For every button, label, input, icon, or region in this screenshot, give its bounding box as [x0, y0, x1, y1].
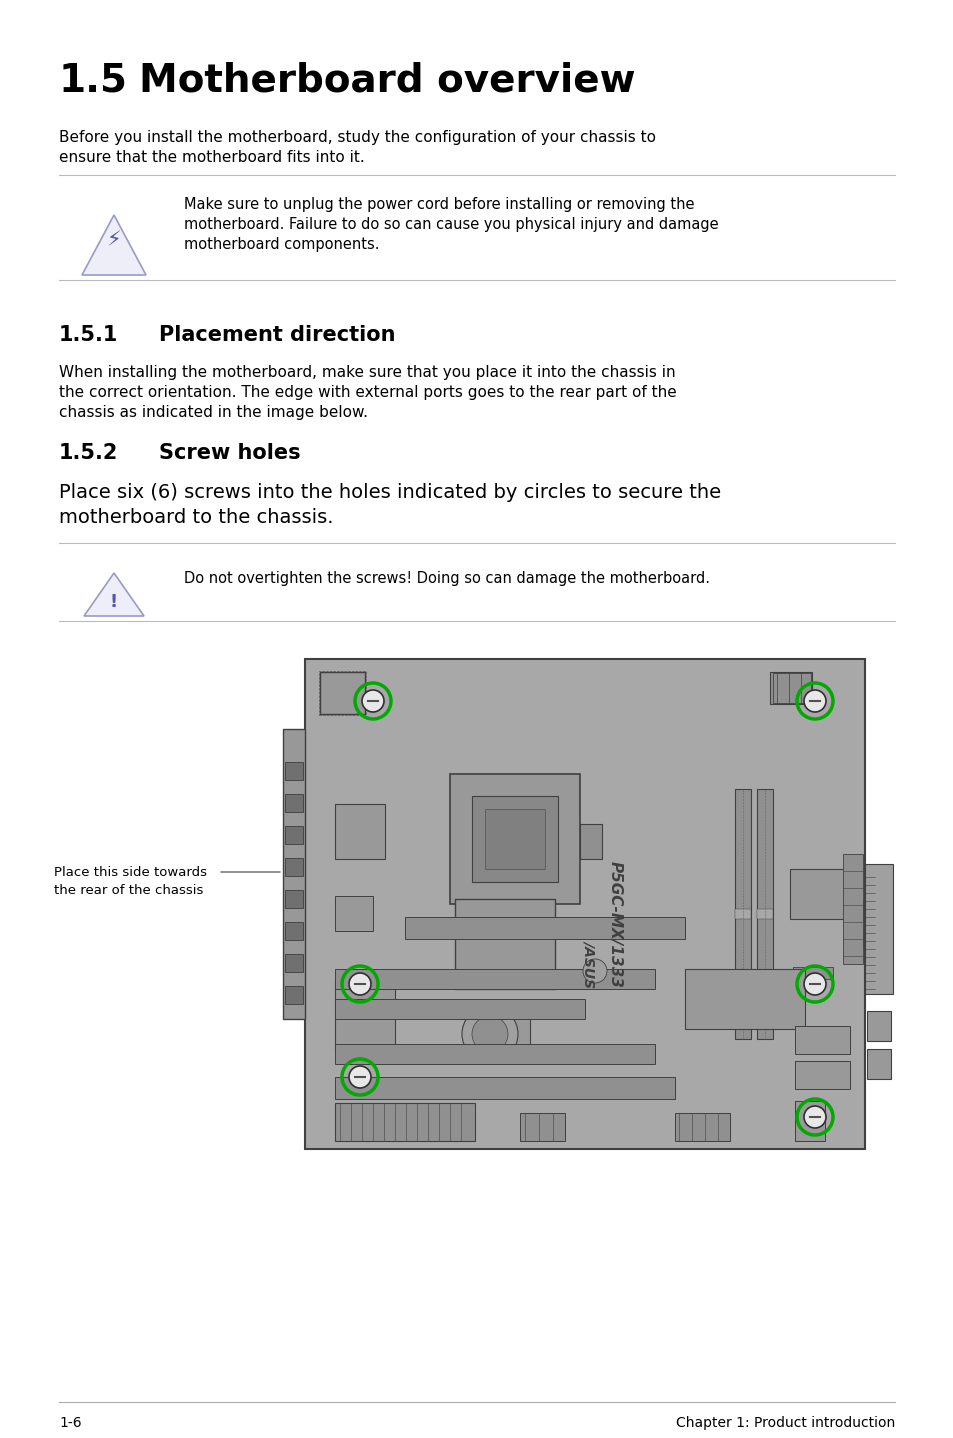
Bar — [450, 774, 579, 905]
Bar — [335, 804, 385, 858]
Text: Do not overtighten the screws! Doing so can damage the motherboard.: Do not overtighten the screws! Doing so … — [184, 571, 709, 587]
Bar — [684, 969, 804, 1030]
Bar — [335, 1044, 655, 1064]
Bar — [455, 899, 555, 989]
Bar — [319, 672, 365, 715]
Text: the rear of the chassis: the rear of the chassis — [54, 884, 203, 897]
Bar — [283, 729, 305, 1020]
Text: 1.5.2: 1.5.2 — [59, 443, 118, 463]
Bar — [285, 762, 303, 779]
Text: 1.5: 1.5 — [59, 62, 128, 101]
Circle shape — [803, 1106, 825, 1127]
Circle shape — [803, 690, 825, 712]
Bar — [285, 890, 303, 907]
Circle shape — [461, 1007, 517, 1063]
Text: Place six (6) screws into the holes indicated by circles to secure the: Place six (6) screws into the holes indi… — [59, 483, 720, 502]
Bar — [285, 794, 303, 812]
Bar — [472, 797, 558, 881]
Text: ⚡: ⚡ — [107, 230, 121, 250]
Bar — [285, 858, 303, 876]
Bar — [757, 909, 772, 919]
Bar — [305, 659, 864, 1149]
Text: Place this side towards: Place this side towards — [54, 866, 207, 879]
Bar — [318, 672, 366, 715]
Bar — [579, 824, 601, 858]
Bar — [335, 1103, 475, 1140]
Bar — [285, 922, 303, 940]
Bar — [519, 1113, 564, 1140]
Bar — [464, 1004, 530, 1058]
Bar — [794, 1102, 824, 1140]
Bar — [864, 864, 892, 994]
Bar — [866, 1011, 890, 1041]
Bar — [844, 928, 862, 949]
Text: motherboard. Failure to do so can cause you physical injury and damage: motherboard. Failure to do so can cause … — [184, 217, 718, 232]
Text: Screw holes: Screw holes — [159, 443, 300, 463]
Polygon shape — [82, 216, 146, 275]
Bar — [335, 999, 584, 1020]
Bar — [285, 825, 303, 844]
Bar — [789, 869, 844, 919]
Bar — [335, 969, 655, 989]
Bar — [844, 899, 862, 920]
Bar — [792, 966, 832, 979]
Circle shape — [472, 1017, 507, 1053]
Circle shape — [349, 974, 371, 995]
Text: Placement direction: Placement direction — [159, 325, 395, 345]
Bar — [734, 909, 750, 919]
Bar — [734, 789, 750, 1040]
Bar — [772, 673, 810, 703]
Bar — [794, 1061, 849, 1089]
Text: When installing the motherboard, make sure that you place it into the chassis in: When installing the motherboard, make su… — [59, 365, 675, 380]
Bar — [285, 986, 303, 1004]
Bar — [335, 981, 395, 1048]
Text: Make sure to unplug the power cord before installing or removing the: Make sure to unplug the power cord befor… — [184, 197, 694, 211]
Bar — [285, 953, 303, 972]
Bar — [484, 810, 544, 869]
Text: 1-6: 1-6 — [59, 1416, 82, 1429]
Bar — [769, 672, 811, 705]
Text: P5GC-MX/1333: P5GC-MX/1333 — [607, 860, 622, 988]
Text: !: ! — [110, 592, 118, 611]
Circle shape — [361, 690, 384, 712]
Text: Chapter 1: Product introduction: Chapter 1: Product introduction — [675, 1416, 894, 1429]
Bar — [842, 854, 862, 963]
Text: Motherboard overview: Motherboard overview — [139, 62, 635, 101]
Text: motherboard to the chassis.: motherboard to the chassis. — [59, 508, 334, 526]
Circle shape — [582, 959, 606, 984]
Bar — [794, 1025, 849, 1054]
Bar — [757, 789, 772, 1040]
Circle shape — [349, 1066, 371, 1089]
Bar — [866, 1048, 890, 1078]
Text: motherboard components.: motherboard components. — [184, 237, 379, 252]
Text: /ASUS: /ASUS — [582, 940, 597, 988]
Text: the correct orientation. The edge with external ports goes to the rear part of t: the correct orientation. The edge with e… — [59, 385, 676, 400]
Bar — [405, 917, 684, 939]
Text: ensure that the motherboard fits into it.: ensure that the motherboard fits into it… — [59, 150, 364, 165]
Bar — [335, 896, 373, 930]
Bar — [675, 1113, 729, 1140]
Polygon shape — [84, 572, 144, 615]
Circle shape — [803, 974, 825, 995]
Text: chassis as indicated in the image below.: chassis as indicated in the image below. — [59, 406, 368, 420]
Text: 1.5.1: 1.5.1 — [59, 325, 118, 345]
Text: Before you install the motherboard, study the configuration of your chassis to: Before you install the motherboard, stud… — [59, 129, 656, 145]
Bar — [335, 1077, 675, 1099]
